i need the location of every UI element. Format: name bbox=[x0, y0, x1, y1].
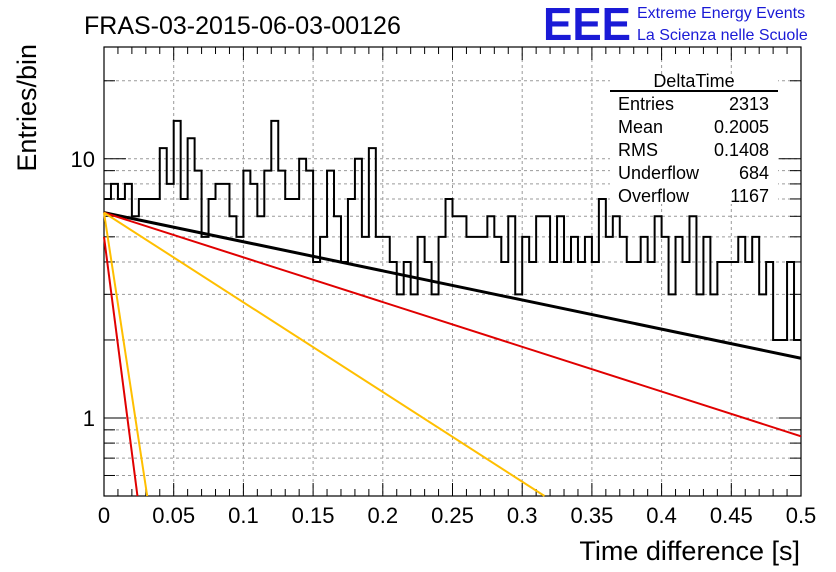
x-tick-label: 0.2 bbox=[368, 503, 399, 528]
x-tick-label: 0.25 bbox=[431, 503, 474, 528]
grid bbox=[104, 47, 801, 497]
stats-row-label: RMS bbox=[618, 140, 658, 160]
x-tick-label: 0.15 bbox=[292, 503, 335, 528]
stats-box: DeltaTime Entries 2313 Mean 0.2005 RMS 0.1408… bbox=[610, 71, 778, 206]
x-tick-label: 0.4 bbox=[646, 503, 677, 528]
x-tick-labels: 0 0.05 0.1 0.15 0.2 0.25 0.3 0.35 0.4 0.45 0.5 bbox=[98, 503, 816, 528]
y-tick-label: 1 bbox=[83, 406, 95, 431]
stats-row-value: 0.1408 bbox=[714, 140, 769, 160]
x-tick-label: 0.35 bbox=[570, 503, 613, 528]
eee-logo-line2: La Scienza nelle Scuole bbox=[637, 27, 808, 44]
stats-row-label: Entries bbox=[618, 94, 674, 114]
stats-row-label: Mean bbox=[618, 117, 663, 137]
chart-title: FRAS-03-2015-06-03-00126 bbox=[84, 12, 401, 40]
stats-row-label: Overflow bbox=[618, 186, 690, 206]
histogram bbox=[104, 119, 801, 341]
stats-row-value: 0.2005 bbox=[714, 117, 769, 137]
histogram-outline bbox=[104, 119, 801, 341]
y-axis-label: Entries/bin bbox=[12, 44, 42, 172]
x-tick-label: 0.3 bbox=[507, 503, 538, 528]
x-tick-label: 0.5 bbox=[786, 503, 817, 528]
stats-row-value: 2313 bbox=[729, 94, 769, 114]
eee-logo-line1: Extreme Energy Events bbox=[637, 5, 805, 22]
fit-curve bbox=[103, 211, 546, 497]
stats-row-value: 684 bbox=[739, 163, 769, 183]
stats-rows: Entries 2313 Mean 0.2005 RMS 0.1408 Underflow 6… bbox=[618, 94, 769, 206]
stats-title: DeltaTime bbox=[653, 71, 734, 91]
y-tick-labels: 1 10 bbox=[71, 147, 95, 431]
fit-curve bbox=[103, 211, 802, 360]
x-tick-label: 0.45 bbox=[710, 503, 753, 528]
stats-row-label: Underflow bbox=[618, 163, 700, 183]
x-tick-label: 0 bbox=[98, 503, 110, 528]
x-tick-label: 0.1 bbox=[228, 503, 259, 528]
stats-row-value: 1167 bbox=[730, 186, 769, 206]
fit-curve bbox=[103, 236, 139, 497]
fit-curve bbox=[103, 211, 802, 438]
fit-curve bbox=[103, 212, 149, 497]
x-tick-label: 0.05 bbox=[152, 503, 195, 528]
eee-logo-mark: EEE bbox=[543, 0, 631, 50]
x-axis-label: Time difference [s] bbox=[579, 536, 800, 566]
y-tick-label: 10 bbox=[71, 147, 95, 172]
fit-curves bbox=[103, 211, 802, 497]
